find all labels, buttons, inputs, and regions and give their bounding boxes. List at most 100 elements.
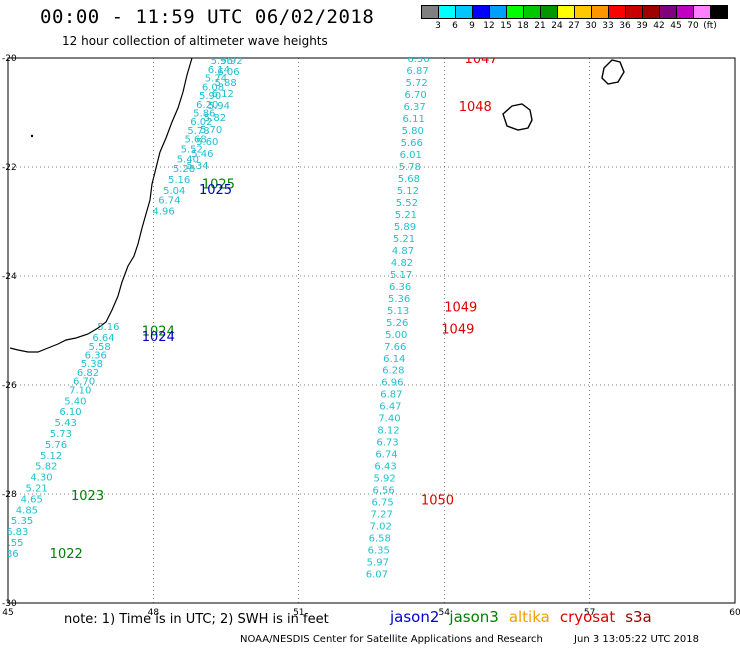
pass-number: 1024 (142, 330, 175, 345)
color-scale-label: 39 (636, 21, 648, 31)
swh-value: 5.70 (200, 125, 222, 136)
swh-value: 5.68 (184, 135, 206, 146)
x-tick-label: 60 (729, 608, 740, 618)
swh-value: 5.73 (50, 429, 72, 440)
swh-value: 6.83 (6, 527, 28, 538)
swh-value: 6.58 (369, 534, 391, 545)
color-scale-label: 9 (469, 21, 475, 31)
swh-value: 4.87 (392, 246, 414, 257)
swh-value: 6.75 (372, 498, 394, 509)
swh-value: 5.72 (405, 78, 427, 89)
swh-value: 5.28 (173, 164, 195, 175)
swh-value: 5.00 (385, 330, 407, 341)
swh-value: 6.11 (403, 114, 425, 125)
swh-value: 6.70 (404, 90, 426, 101)
y-tick-label: -20 (2, 54, 17, 64)
swh-value: 5.52 (396, 198, 418, 209)
swh-value: 5.92 (373, 474, 395, 485)
swh-value: 5.38 (81, 359, 103, 370)
color-scale-label: 33 (602, 21, 614, 31)
swh-value: 5.74 (205, 74, 227, 85)
swh-value: 6.35 (368, 546, 390, 557)
color-scale-label: 24 (551, 21, 563, 31)
swh-value: 6.37 (404, 102, 426, 113)
swh-value: 7.66 (384, 342, 406, 353)
color-scale-label: 70 (687, 21, 699, 31)
swh-value: 6.56 (372, 486, 394, 497)
pass-number: 1022 (50, 547, 83, 562)
x-tick-label: 51 (293, 608, 304, 618)
color-scale-label: 36 (619, 21, 631, 31)
swh-value: 5.40 (177, 154, 199, 165)
swh-value: 5.88 (214, 78, 236, 89)
swh-value: 6.02 (190, 117, 212, 128)
pass-number: 1024 (142, 325, 175, 340)
swh-value: 5.78 (187, 126, 209, 137)
swh-value: 5.78 (399, 162, 421, 173)
swh-value: 5.40 (64, 396, 86, 407)
swh-value: 6.06 (217, 67, 239, 78)
swh-value: 7.10 (69, 385, 91, 396)
legend-jason3: jason3 (449, 608, 499, 626)
mauritius-island (601, 59, 625, 85)
swh-value: 6.20 (196, 100, 218, 111)
color-scale-label: 30 (585, 21, 597, 31)
swh-value: 4.86 (0, 549, 19, 560)
swh-value: 6.28 (382, 366, 404, 377)
pass-number: 1048 (459, 100, 492, 115)
swh-value: 6.74 (158, 196, 180, 207)
pass-number: 1025 (199, 183, 232, 198)
swh-value: 5.12 (40, 451, 62, 462)
swh-value: 6.47 (379, 402, 401, 413)
swh-value: 7.02 (370, 522, 392, 533)
color-scale-label: 6 (452, 21, 458, 31)
swh-value: 4.96 (152, 207, 174, 218)
swh-value: 7.40 (378, 414, 400, 425)
credit-text: NOAA/NESDIS Center for Satellite Applica… (240, 634, 543, 645)
swh-value: 5.66 (401, 138, 423, 149)
swh-value: 6.01 (400, 150, 422, 161)
x-tick-label: 45 (2, 608, 13, 618)
color-scale-label: 45 (670, 21, 682, 31)
footnote: note: 1) Time is in UTC; 2) SWH is in fe… (64, 612, 329, 627)
y-tick-label: -30 (2, 599, 17, 609)
madagascar-coastline (9, 58, 193, 353)
swh-value: 5.34 (186, 161, 208, 172)
x-tick-label: 48 (148, 608, 160, 618)
swh-value: 5.86 (193, 109, 215, 120)
satellite-legend: jason2 jason3 altika cryosat s3a (390, 608, 662, 626)
swh-value: 5.21 (393, 234, 415, 245)
color-scale-label: 42 (653, 21, 665, 31)
chart-subtitle: 12 hour collection of altimeter wave hei… (62, 34, 328, 48)
swh-value: 6.08 (202, 82, 224, 93)
pass-number: 1023 (71, 489, 104, 504)
swh-value: 4.85 (16, 505, 38, 516)
swh-value: 5.17 (390, 270, 412, 281)
color-scale (421, 5, 728, 19)
swh-value: 6.73 (376, 438, 398, 449)
pass-number: 1049 (444, 301, 477, 316)
swh-value: 5.97 (367, 558, 389, 569)
swh-value: 6.12 (212, 89, 234, 100)
swh-value: 5.80 (402, 126, 424, 137)
swh-value: 8.12 (377, 426, 399, 437)
swh-value: 6.14 (383, 354, 405, 365)
swh-value: 5.96 (211, 56, 233, 67)
x-tick-label: 57 (584, 608, 595, 618)
swh-value: 6.82 (77, 368, 99, 379)
chart-title: 00:00 - 11:59 UTC 06/02/2018 (40, 6, 375, 28)
swh-value: 7.27 (371, 510, 393, 521)
color-scale-label: 12 (483, 21, 495, 31)
swh-value: 5.12 (397, 186, 419, 197)
swh-value: 5.92 (220, 56, 242, 67)
y-axis-ticks: -20 -22 -24 -26 -28 -30 (2, 54, 17, 609)
pass-number: 1025 (202, 177, 235, 192)
swh-value: 6.36 (389, 282, 411, 293)
swh-value: 4.30 (30, 473, 52, 484)
credit-line: NOAA/NESDIS Center for Satellite Applica… (240, 634, 699, 645)
swh-value: 6.87 (380, 390, 402, 401)
swh-value: 5.21 (395, 210, 417, 221)
swh-value: 5.68 (398, 174, 420, 185)
altimeter-tracks: 6.566.875.726.706.376.115.805.666.015.78… (0, 56, 430, 581)
legend-jason2: jason2 (390, 608, 440, 626)
